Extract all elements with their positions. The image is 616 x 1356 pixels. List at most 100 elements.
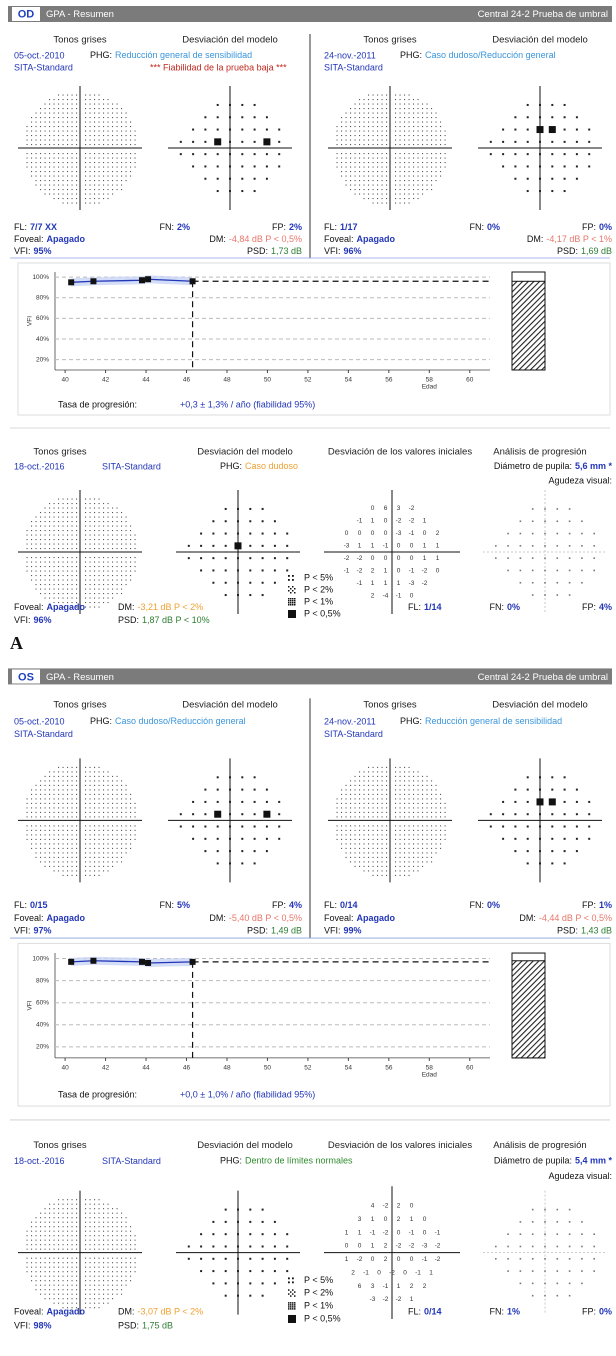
- gray-dot: [386, 785, 387, 786]
- gray-dot: [36, 135, 37, 136]
- gray-dot: [94, 1285, 95, 1286]
- deviation-value: 0: [397, 542, 401, 549]
- gray-dot: [422, 108, 423, 109]
- gray-dot: [54, 571, 55, 572]
- gray-dot: [67, 1271, 68, 1272]
- gray-dot: [54, 108, 55, 109]
- gray-dot: [85, 180, 86, 181]
- gray-dot: [72, 180, 73, 181]
- gray-dot: [422, 135, 423, 136]
- gray-dot: [112, 825, 113, 826]
- gray-dot: [409, 104, 410, 105]
- gray-dot: [49, 530, 50, 531]
- gray-dot: [404, 807, 405, 808]
- gray-dot: [40, 117, 41, 118]
- gray-dot: [395, 185, 396, 186]
- gray-dot: [49, 794, 50, 795]
- prog-dot: [557, 1283, 559, 1285]
- gray-dot: [440, 830, 441, 831]
- stat-value: -4,44 dB P < 0,5%: [539, 913, 612, 923]
- stat-label: VFI:: [324, 926, 341, 936]
- gray-dot: [76, 575, 77, 576]
- gray-dot: [63, 167, 64, 168]
- gray-dot: [72, 144, 73, 145]
- gray-dot: [377, 185, 378, 186]
- gray-dot: [72, 580, 73, 581]
- gray-dot: [413, 830, 414, 831]
- gray-dot: [72, 126, 73, 127]
- gray-dot: [377, 162, 378, 163]
- gray-dot: [386, 203, 387, 204]
- gray-dot: [135, 162, 136, 163]
- gray-dot: [94, 861, 95, 862]
- gray-dot: [355, 176, 356, 177]
- dev-dot: [527, 165, 529, 167]
- gray-dot: [108, 104, 109, 105]
- deviation-value: 0: [384, 517, 388, 524]
- dev-dot: [254, 826, 256, 828]
- gray-dot: [422, 126, 423, 127]
- gray-dot: [49, 580, 50, 581]
- gray-dot: [364, 122, 365, 123]
- gray-dot: [337, 158, 338, 159]
- gray-dot: [103, 153, 104, 154]
- gray-dot: [90, 825, 91, 826]
- gray-dot: [121, 1249, 122, 1250]
- legend-symbol: [294, 1291, 296, 1293]
- gray-dot: [359, 176, 360, 177]
- gray-dot: [386, 189, 387, 190]
- stat-label: DM:: [118, 602, 135, 612]
- gray-dot: [346, 848, 347, 849]
- gray-dot: [85, 861, 86, 862]
- gray-dot: [40, 807, 41, 808]
- gray-dot: [413, 131, 414, 132]
- stat-value: Apagado: [47, 913, 86, 923]
- gray-dot: [368, 198, 369, 199]
- acuity-label: Agudeza visual:: [548, 1171, 612, 1181]
- gray-dot: [54, 1240, 55, 1241]
- gray-dot: [440, 122, 441, 123]
- gray-dot: [45, 816, 46, 817]
- gray-dot: [364, 870, 365, 871]
- gray-dot: [440, 167, 441, 168]
- gray-dot: [40, 539, 41, 540]
- gray-dot: [72, 870, 73, 871]
- gray-dot: [94, 176, 95, 177]
- gray-dot: [85, 117, 86, 118]
- gray-dot: [418, 852, 419, 853]
- gray-dot: [130, 848, 131, 849]
- gray-dot: [94, 870, 95, 871]
- dev-dot: [200, 545, 202, 547]
- dev-dot: [564, 838, 566, 840]
- gray-dot: [85, 95, 86, 96]
- x-tick-label: 58: [426, 377, 434, 384]
- deviation-value: 2: [384, 1256, 388, 1263]
- gray-dot: [103, 562, 104, 563]
- gray-dot: [121, 162, 122, 163]
- gray-dot: [40, 1217, 41, 1218]
- gray-dot: [36, 816, 37, 817]
- gray-dot: [85, 104, 86, 105]
- gray-dot: [400, 185, 401, 186]
- gray-dot: [45, 857, 46, 858]
- gray-dot: [67, 539, 68, 540]
- dev-dot: [249, 508, 251, 510]
- gray-dot: [112, 1280, 113, 1281]
- gray-dot: [49, 848, 50, 849]
- legend-symbol: [292, 1304, 294, 1306]
- prog-dot: [581, 1270, 583, 1272]
- gray-dot: [431, 131, 432, 132]
- gray-dot: [382, 857, 383, 858]
- deviation-value: 0: [345, 1243, 349, 1250]
- gray-dot: [90, 185, 91, 186]
- gray-dot: [99, 530, 100, 531]
- gray-dot: [346, 825, 347, 826]
- gray-dot: [85, 1240, 86, 1241]
- deviation-value: 0: [371, 530, 375, 537]
- deviation-value: 0: [423, 530, 427, 537]
- gray-dot: [364, 857, 365, 858]
- gray-dot: [130, 140, 131, 141]
- deviation-value: 1: [397, 1283, 401, 1290]
- gray-dot: [45, 598, 46, 599]
- gray-dot: [400, 866, 401, 867]
